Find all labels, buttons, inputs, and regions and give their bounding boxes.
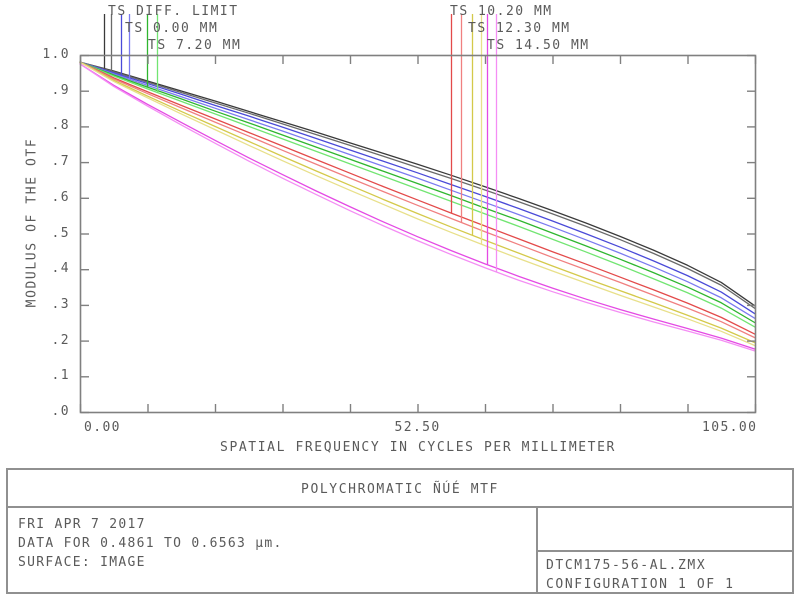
legend-tick-lines xyxy=(103,14,498,273)
panel-border-top xyxy=(6,468,794,470)
y-tick-label: .3 xyxy=(51,296,70,312)
mtf-curve-1 xyxy=(79,61,756,310)
analysis-date: FRI APR 7 2017 xyxy=(18,517,146,532)
panel-border-right xyxy=(792,468,794,594)
plot-background xyxy=(80,55,755,412)
y-tick-label: .7 xyxy=(51,154,70,170)
legend-label-2: TS 7.20 MM xyxy=(148,38,242,53)
legend-label-4: TS 12.30 MM xyxy=(468,21,571,36)
panel-title: POLYCHROMATIC ÑÚÉ MTF xyxy=(301,481,499,497)
mtf-curve-2 xyxy=(79,61,756,315)
mtf-curves xyxy=(79,61,756,352)
y-tick-label: .4 xyxy=(51,261,70,277)
lens-filename: DTCM175-56-AL.ZMX xyxy=(546,558,707,573)
y-tick-label: .5 xyxy=(51,225,70,241)
mtf-curve-9 xyxy=(79,61,756,347)
mtf-curve-6 xyxy=(79,61,756,335)
mtf-curve-5 xyxy=(79,61,756,328)
panel-border-bottom xyxy=(6,592,794,594)
x-tick-label: 0.00 xyxy=(84,420,121,435)
y-tick-label: 1.0 xyxy=(42,47,70,62)
file-info-block: DTCM175-56-AL.ZMX CONFIGURATION 1 OF 1 xyxy=(546,556,735,594)
mtf-curve-11 xyxy=(79,63,756,352)
x-axis-ticks xyxy=(79,56,757,412)
plot-frame xyxy=(79,54,757,414)
panel-title-bar: POLYCHROMATIC ÑÚÉ MTF xyxy=(6,476,794,502)
wavelength-range: DATA FOR 0.4861 TO 0.6563 µm. xyxy=(18,536,283,551)
panel-divider-file xyxy=(536,550,794,552)
x-axis-title: SPATIAL FREQUENCY IN CYCLES PER MILLIMET… xyxy=(220,440,616,455)
chart-area: MODULUS OF THE OTF SPATIAL FREQUENCY IN … xyxy=(25,4,758,455)
legend-label-0: TS DIFF. LIMIT xyxy=(108,4,239,19)
mtf-curve-10 xyxy=(79,63,756,350)
x-tick-label: 105.00 xyxy=(702,420,758,435)
y-axis-ticks xyxy=(81,54,755,414)
y-tick-label: .6 xyxy=(51,189,70,205)
info-panel: POLYCHROMATIC ÑÚÉ MTF FRI APR 7 2017 DAT… xyxy=(6,468,794,594)
analysis-info-block: FRI APR 7 2017 DATA FOR 0.4861 TO 0.6563… xyxy=(18,515,283,572)
x-tick-label: 52.50 xyxy=(394,420,441,435)
y-tick-label: .2 xyxy=(51,332,70,348)
configuration-label: CONFIGURATION 1 OF 1 xyxy=(546,577,735,592)
legend-label-1: TS 0.00 MM xyxy=(125,21,219,36)
y-tick-label: .9 xyxy=(51,82,70,98)
mtf-curve-7 xyxy=(79,61,756,339)
legend-label-3: TS 10.20 MM xyxy=(450,4,553,19)
mtf-curve-8 xyxy=(79,61,756,344)
mtf-curve-0 xyxy=(79,61,756,307)
y-tick-label: .8 xyxy=(51,118,70,134)
legend-label-5: TS 14.50 MM xyxy=(487,38,590,53)
mtf-curve-3 xyxy=(79,61,756,320)
mtf-chart-svg xyxy=(79,14,757,414)
panel-border-left xyxy=(6,468,8,594)
panel-border-title xyxy=(6,506,794,508)
mtf-curve-4 xyxy=(79,61,756,324)
y-tick-label: .0 xyxy=(51,404,70,419)
y-tick-label: .1 xyxy=(51,368,70,384)
surface-label: SURFACE: IMAGE xyxy=(18,555,146,570)
